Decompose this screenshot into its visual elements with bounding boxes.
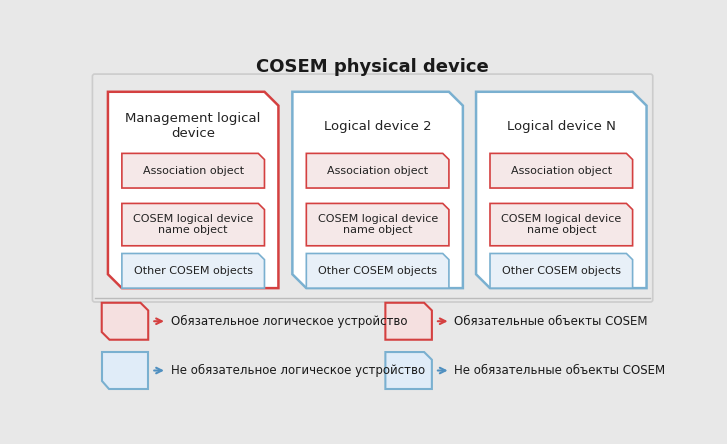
Polygon shape <box>306 254 449 288</box>
Polygon shape <box>385 303 432 340</box>
Polygon shape <box>306 203 449 246</box>
Text: Management logical
device: Management logical device <box>126 112 261 140</box>
Polygon shape <box>490 203 632 246</box>
Text: Other COSEM objects: Other COSEM objects <box>134 266 253 276</box>
Polygon shape <box>108 92 278 288</box>
Text: Other COSEM objects: Other COSEM objects <box>318 266 437 276</box>
Text: COSEM logical device
name object: COSEM logical device name object <box>501 214 622 235</box>
Text: Logical device 2: Logical device 2 <box>324 120 431 133</box>
Polygon shape <box>292 92 463 288</box>
Polygon shape <box>306 153 449 188</box>
Text: Обязательное логическое устройство: Обязательное логическое устройство <box>171 315 407 328</box>
Text: Other COSEM objects: Other COSEM objects <box>502 266 621 276</box>
Polygon shape <box>102 352 148 389</box>
Text: Logical device N: Logical device N <box>507 120 616 133</box>
Polygon shape <box>490 153 632 188</box>
Polygon shape <box>385 352 432 389</box>
FancyBboxPatch shape <box>92 74 653 302</box>
Text: Обязательные объекты COSEM: Обязательные объекты COSEM <box>454 315 648 328</box>
Text: Association object: Association object <box>327 166 428 176</box>
Text: COSEM logical device
name object: COSEM logical device name object <box>318 214 438 235</box>
Text: COSEM physical device: COSEM physical device <box>256 58 489 76</box>
Polygon shape <box>102 303 148 340</box>
Text: Association object: Association object <box>511 166 612 176</box>
Polygon shape <box>122 153 265 188</box>
Text: COSEM logical device
name object: COSEM logical device name object <box>133 214 253 235</box>
Text: Не обязательное логическое устройство: Не обязательное логическое устройство <box>171 364 425 377</box>
Text: Association object: Association object <box>142 166 244 176</box>
Polygon shape <box>122 254 265 288</box>
Polygon shape <box>122 203 265 246</box>
Polygon shape <box>476 92 646 288</box>
Text: Не обязательные объекты COSEM: Не обязательные объекты COSEM <box>454 364 665 377</box>
Polygon shape <box>490 254 632 288</box>
